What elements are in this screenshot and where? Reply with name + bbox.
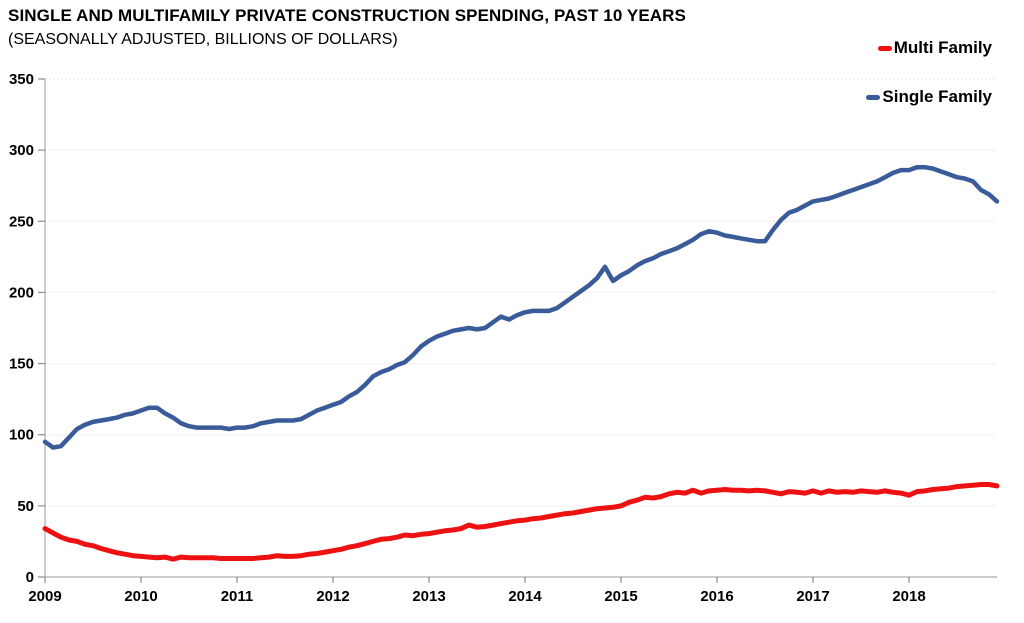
x-axis-label: 2015 xyxy=(604,588,637,605)
single-family-swatch xyxy=(866,94,881,100)
x-axis-label: 2010 xyxy=(124,588,157,605)
y-axis-label: 100 xyxy=(9,427,34,444)
x-axis-label: 2009 xyxy=(28,588,61,605)
y-axis-label: 250 xyxy=(9,213,34,230)
multi-family-line xyxy=(42,482,1000,562)
chart-title: SINGLE AND MULTIFAMILY PRIVATE CONSTRUCT… xyxy=(8,6,686,25)
y-axis-label: 150 xyxy=(9,356,34,373)
y-axis-label: 300 xyxy=(9,142,34,159)
legend: Multi Family Single Family xyxy=(866,38,992,107)
y-axis-label: 0 xyxy=(26,569,34,586)
x-axis-label: 2016 xyxy=(700,588,733,605)
legend-label-multi-family: Multi Family xyxy=(893,38,992,57)
y-axis-label: 350 xyxy=(9,71,34,88)
y-axis-label: 200 xyxy=(9,284,34,301)
x-axis-label: 2018 xyxy=(892,588,925,605)
x-axis-label: 2017 xyxy=(796,588,829,605)
multi-family-swatch xyxy=(877,45,892,51)
legend-label-single-family: Single Family xyxy=(882,87,992,106)
legend-item-single-family: Single Family xyxy=(866,87,992,107)
y-axis-label: 50 xyxy=(17,498,34,515)
x-axis-label: 2013 xyxy=(412,588,445,605)
x-axis-label: 2014 xyxy=(508,588,542,605)
chart-subtitle: (SEASONALLY ADJUSTED, BILLIONS OF DOLLAR… xyxy=(8,31,398,48)
single-family-line xyxy=(42,164,1000,450)
legend-item-multi-family: Multi Family xyxy=(877,38,992,58)
x-axis-label: 2011 xyxy=(221,588,254,605)
x-axis-label: 2012 xyxy=(316,588,349,605)
